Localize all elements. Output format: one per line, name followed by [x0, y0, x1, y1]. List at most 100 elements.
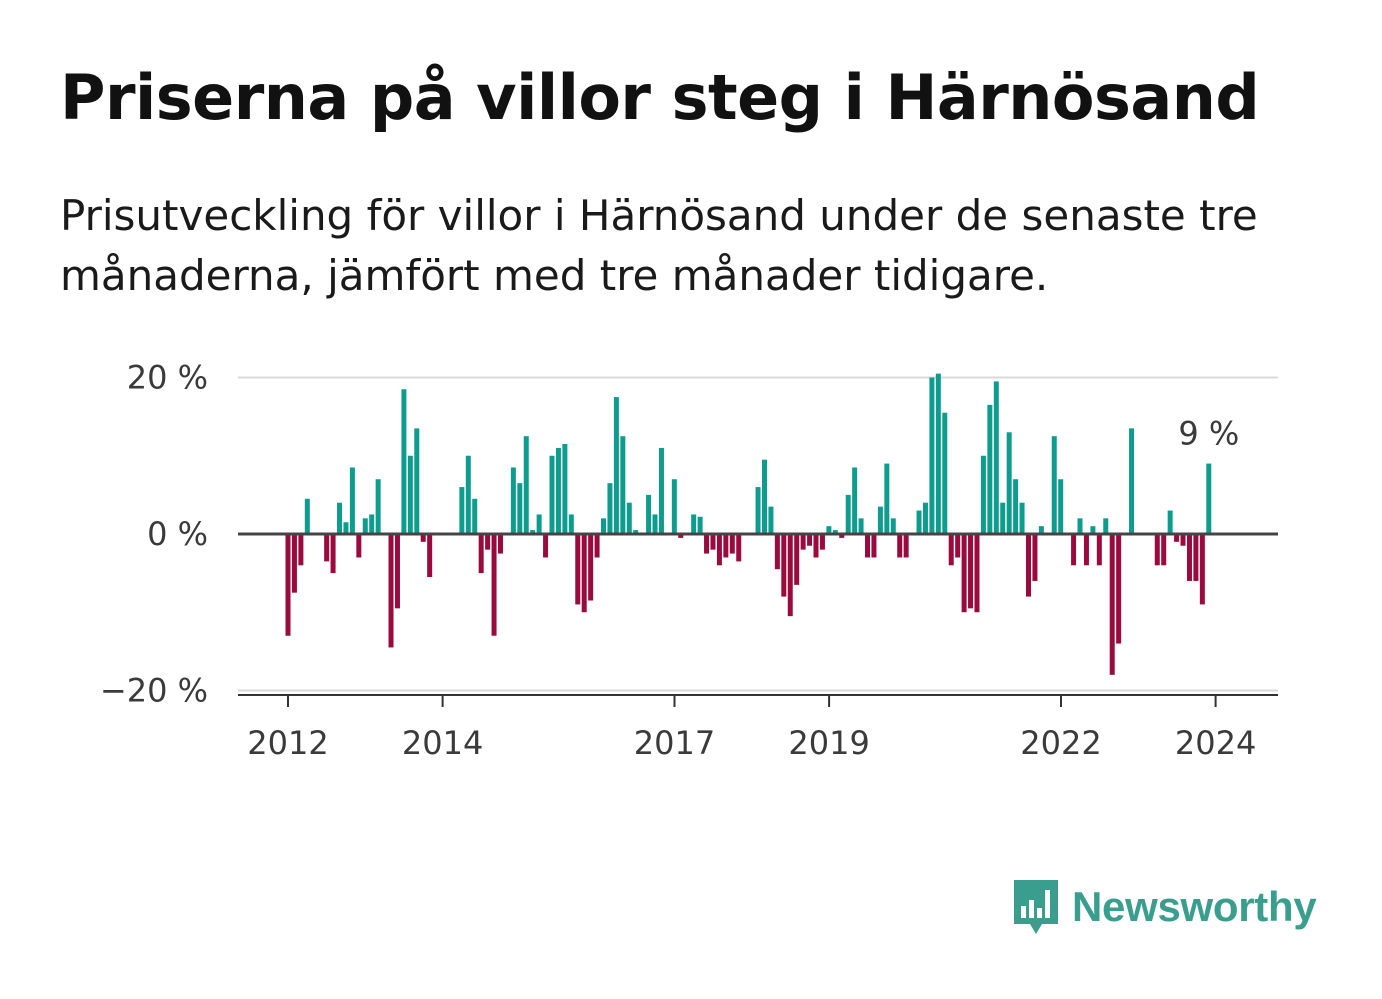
bar: [1006, 432, 1012, 534]
bar: [420, 534, 426, 542]
bar: [1032, 534, 1038, 581]
bar: [407, 455, 413, 534]
bars: [285, 373, 1212, 675]
bar: [362, 518, 368, 534]
bar: [1109, 534, 1115, 675]
bar: [980, 455, 986, 534]
bar: [1000, 502, 1006, 534]
bar: [877, 506, 883, 534]
bar: [832, 530, 838, 534]
bar: [729, 534, 735, 554]
bar: [1077, 518, 1083, 534]
y-tick-label: 0 %: [147, 515, 208, 553]
bar: [1199, 534, 1205, 605]
x-axis-ticks: 2012 2014 2017 2019 2022 2024: [247, 695, 1256, 762]
bar: [478, 534, 484, 574]
bar: [1167, 510, 1173, 534]
y-tick-label: −20 %: [100, 672, 208, 710]
bar: [1051, 436, 1057, 534]
bar: [646, 494, 652, 534]
bar: [291, 534, 297, 593]
bar: [948, 534, 954, 566]
bar: [922, 502, 928, 534]
bar: [890, 518, 896, 534]
bar: [761, 459, 767, 534]
bar: [1096, 534, 1102, 566]
y-axis-ticks: 20 % 0 % −20 %: [100, 359, 208, 710]
x-tick-label: 2019: [788, 724, 869, 762]
bar: [555, 447, 561, 534]
bar: [852, 467, 858, 534]
y-tick-label: 20 %: [127, 359, 208, 397]
bar: [781, 534, 787, 597]
bar: [613, 397, 619, 534]
x-tick-label: 2017: [634, 724, 715, 762]
chart-title: Priserna på villor steg i Härnösand: [60, 61, 1260, 134]
bar: [394, 534, 400, 609]
x-tick-label: 2012: [247, 724, 328, 762]
bar: [549, 455, 555, 534]
bar: [485, 534, 491, 550]
bar: [298, 534, 304, 566]
bar: [465, 455, 471, 534]
bar: [349, 467, 355, 534]
bar: [594, 534, 600, 558]
bar: [794, 534, 800, 585]
bar: [903, 534, 909, 558]
bar: [884, 463, 890, 534]
bar: [427, 534, 433, 578]
bar: [581, 534, 587, 613]
bar: [1180, 534, 1186, 546]
bar: [388, 534, 394, 648]
bar: [691, 514, 697, 534]
bar: [671, 479, 677, 534]
bar: [588, 534, 594, 601]
bar: [858, 518, 864, 534]
bar: [1116, 534, 1122, 644]
bar: [472, 498, 478, 534]
bar: [568, 514, 574, 534]
bar: [304, 498, 310, 534]
bar: [993, 381, 999, 534]
bar: [575, 534, 581, 605]
bar: [324, 534, 330, 562]
bar: [1083, 534, 1089, 566]
bar: [800, 534, 806, 550]
bar: [774, 534, 780, 570]
bar: [1193, 534, 1199, 581]
bar: [723, 534, 729, 558]
bar: [658, 447, 664, 534]
bar: [787, 534, 793, 617]
bar: [1174, 534, 1180, 542]
bar: [543, 534, 549, 558]
x-tick-label: 2024: [1175, 724, 1256, 762]
bar: [865, 534, 871, 558]
bar: [871, 534, 877, 558]
bar: [1103, 518, 1109, 534]
bar: [369, 514, 375, 534]
bar: [562, 444, 568, 534]
newsworthy-logo-icon: [1014, 880, 1058, 934]
bar: [704, 534, 710, 554]
bar: [356, 534, 362, 558]
bar: [768, 506, 774, 534]
bar: [607, 483, 613, 534]
bar: [716, 534, 722, 566]
bar: [401, 389, 407, 534]
bar: [955, 534, 961, 558]
bar: [974, 534, 980, 613]
last-value-label: 9 %: [1178, 415, 1239, 453]
bar: [497, 534, 503, 554]
bar: [813, 534, 819, 558]
bar: [819, 534, 825, 550]
newsworthy-logo[interactable]: Newsworthy: [1010, 876, 1317, 938]
bar: [491, 534, 497, 636]
bar: [697, 516, 703, 534]
chart-subtitle: Prisutveckling för villor i Härnösand un…: [60, 191, 1258, 300]
bar: [375, 479, 381, 534]
bar: [337, 502, 343, 534]
bar: [1071, 534, 1077, 566]
bar: [1090, 526, 1096, 534]
bar: [1058, 479, 1064, 534]
bar: [826, 526, 832, 534]
